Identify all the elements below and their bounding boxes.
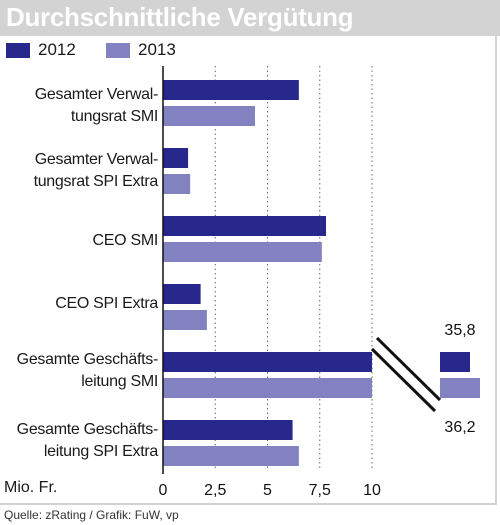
bar: [163, 106, 255, 126]
bar-continuation: [440, 378, 480, 398]
x-tick-label: 7,5: [309, 482, 331, 499]
bar: [163, 446, 299, 466]
axis-break-mark: [370, 347, 437, 413]
x-axis-unit-label: Mio. Fr.: [4, 479, 58, 496]
bar: [163, 284, 201, 304]
legend-item-2013: 2013: [106, 40, 176, 60]
x-tick-label: 0: [159, 482, 168, 499]
x-tick-label: 5: [263, 482, 272, 499]
axis-break-mark: [375, 336, 442, 402]
legend-label-2013: 2013: [138, 40, 176, 59]
bar: [163, 310, 207, 330]
source-note: Quelle: zRating / Grafik: FuW, vp: [4, 508, 179, 522]
legend-label-2012: 2012: [38, 40, 76, 59]
frame-right: [495, 36, 497, 505]
x-tick-label: 2,5: [204, 482, 226, 499]
category-label-line: tungsrat SPI Extra: [33, 173, 159, 190]
category-label: Gesamte Geschäfts- leitung SPI Extra: [6, 419, 159, 463]
x-tick-label: 10: [363, 482, 381, 499]
bar: [163, 242, 322, 262]
bar: [163, 216, 327, 236]
legend-swatch-2013: [106, 42, 130, 58]
category-label-line: tungsrat SMI: [70, 108, 158, 125]
frame-bottom: [0, 503, 497, 505]
category-label-line: Gesamte Geschäfts-: [16, 421, 159, 438]
bar: [163, 420, 293, 440]
category-label-line: CEO SMI: [92, 232, 159, 249]
category-label-line: Gesamter Verwal-: [34, 86, 159, 103]
category-label: CEO SMI: [6, 230, 159, 252]
chart-title: Durchschnittliche Vergütung: [6, 2, 354, 32]
category-label-line: leitung SMI: [81, 373, 158, 390]
data-label: 36,2: [444, 419, 475, 436]
bar: [163, 174, 191, 194]
category-label-line: Gesamter Verwal-: [34, 151, 159, 168]
category-label: Gesamte Geschäfts- leitung SMI: [6, 349, 159, 393]
category-label: Gesamter Verwal- tungsrat SMI: [6, 84, 159, 128]
bar: [163, 378, 372, 398]
category-label-line: leitung SPI Extra: [43, 443, 158, 460]
category-label: CEO SPI Extra: [6, 293, 158, 315]
bar: [163, 352, 372, 372]
legend-item-2012: 2012: [6, 40, 76, 60]
bar: [163, 80, 299, 100]
data-label: 35,8: [444, 322, 475, 339]
bar-continuation: [440, 352, 470, 372]
category-label-line: Gesamte Geschäfts-: [16, 351, 159, 368]
title-bar: [0, 0, 500, 36]
category-label: Gesamter Verwal- tungsrat SPI Extra: [6, 149, 159, 193]
legend-swatch-2012: [6, 42, 30, 58]
bar: [163, 148, 189, 168]
category-label-line: CEO SPI Extra: [55, 295, 158, 312]
